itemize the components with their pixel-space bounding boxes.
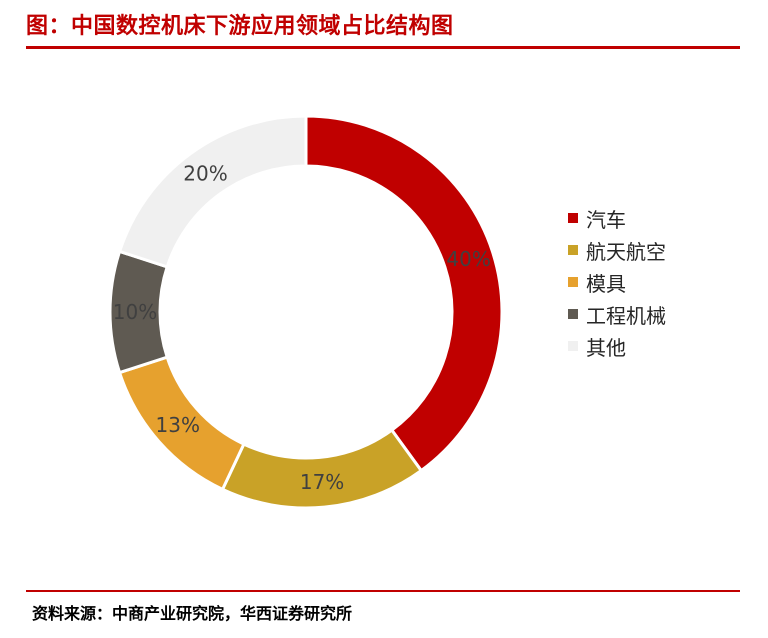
title-divider	[26, 46, 740, 49]
chart-legend: 汽车航天航空模具工程机械其他	[568, 202, 666, 362]
legend-swatch-5	[568, 341, 578, 351]
legend-item-5: 其他	[568, 330, 666, 362]
legend-label-1: 汽车	[586, 207, 626, 232]
legend-swatch-4	[568, 309, 578, 319]
legend-item-2: 航天航空	[568, 234, 666, 266]
slice-data-label-5: 20%	[183, 162, 227, 186]
legend-item-4: 工程机械	[568, 298, 666, 330]
slice-data-label-3: 13%	[156, 413, 200, 437]
donut-slice-2	[220, 428, 424, 510]
legend-label-2: 航天航空	[586, 239, 666, 264]
legend-item-1: 汽车	[568, 202, 666, 234]
legend-label-4: 工程机械	[586, 303, 666, 328]
legend-item-3: 模具	[568, 266, 666, 298]
donut-slice-1	[304, 114, 504, 473]
legend-swatch-1	[568, 213, 578, 223]
legend-swatch-3	[568, 277, 578, 287]
footer-divider	[26, 590, 740, 592]
legend-label-3: 模具	[586, 271, 626, 296]
slice-data-label-1: 40%	[446, 247, 490, 271]
donut-slice-5	[117, 114, 308, 269]
legend-swatch-2	[568, 245, 578, 255]
legend-label-5: 其他	[586, 335, 626, 360]
slice-data-label-2: 17%	[300, 470, 344, 494]
source-note: 资料来源：中商产业研究院，华西证券研究所	[32, 604, 353, 623]
slice-data-label-4: 10%	[113, 300, 157, 324]
chart-title: 图：中国数控机床下游应用领域占比结构图	[26, 14, 454, 39]
